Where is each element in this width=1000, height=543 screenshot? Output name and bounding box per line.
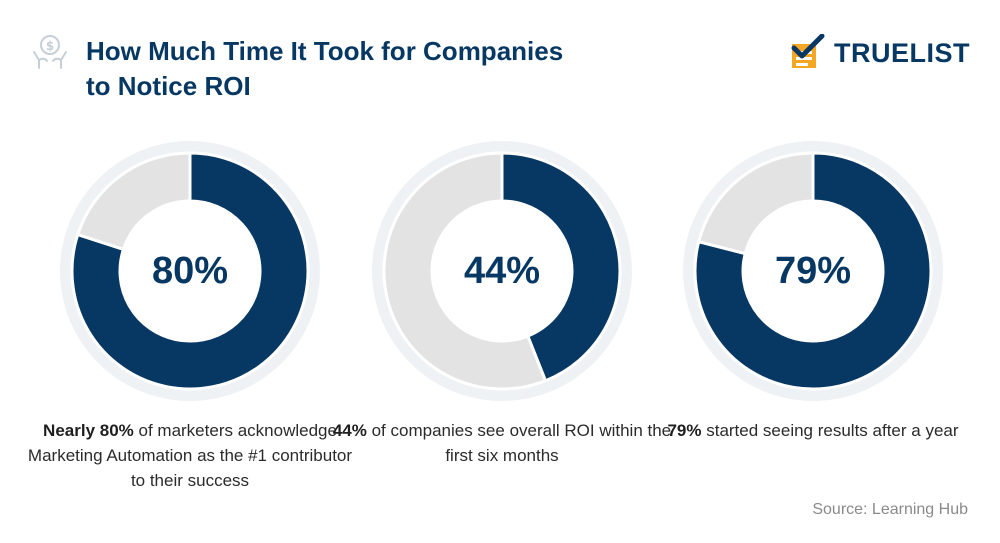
source-note: Source: Learning Hub: [812, 501, 968, 518]
donut-chart-1: 80%: [60, 141, 320, 401]
header: $ How Much Time It Took for Companies to…: [0, 0, 1000, 110]
truelist-logo: TRUELIST: [788, 33, 970, 73]
donut-value-label-1: 80%: [151, 249, 229, 292]
caption-2-bold: 44%: [332, 421, 367, 440]
donut-chart-2: 44%: [372, 141, 632, 401]
caption-1-bold: Nearly 80%: [43, 421, 134, 440]
caption-3-bold: 79%: [667, 421, 702, 440]
title-line-2: to Notice ROI: [86, 71, 251, 101]
checklist-icon: [791, 34, 825, 68]
donut-3-hole: [743, 201, 883, 341]
title-line-1: How Much Time It Took for Companies: [86, 36, 564, 66]
donut-svg-3: [683, 141, 943, 401]
svg-text:$: $: [46, 39, 54, 53]
caption-3: 79% started seeing results after a year: [643, 418, 983, 443]
donut-svg-1: [60, 141, 320, 401]
donut-value-label-2: 44%: [463, 249, 541, 292]
caption-1-text: of marketers acknowledge Marketing Autom…: [27, 421, 353, 490]
logo-text: TRUELIST: [834, 37, 970, 68]
caption-2: 44% of companies see overall ROI within …: [332, 418, 672, 468]
donut-value-label-3: 79%: [774, 249, 852, 292]
money-hand-icon: $: [33, 35, 67, 69]
donut-chart-3: 79%: [683, 141, 943, 401]
donut-svg-2: [372, 141, 632, 401]
donut-2-hole: [432, 201, 572, 341]
donut-1-hole: [120, 201, 260, 341]
caption-3-text: started seeing results after a year: [701, 421, 959, 440]
page-title: How Much Time It Took for Companies to N…: [86, 34, 686, 104]
caption-2-text: of companies see overall ROI within the …: [366, 421, 672, 465]
caption-1: Nearly 80% of marketers acknowledge Mark…: [20, 418, 360, 493]
